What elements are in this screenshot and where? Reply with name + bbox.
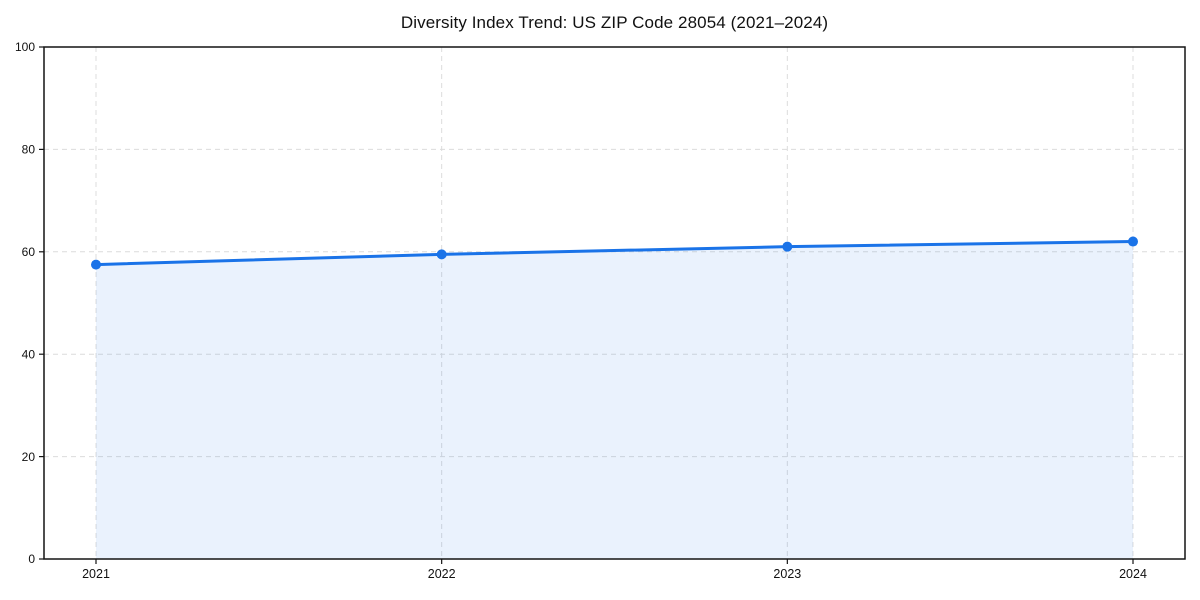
x-tick-label: 2022 [428, 567, 456, 581]
x-tick-label: 2021 [82, 567, 110, 581]
area-fill [96, 241, 1133, 559]
data-point-marker [91, 259, 101, 270]
y-tick-label: 0 [28, 552, 35, 566]
data-point-marker [1128, 236, 1138, 247]
x-tick-label: 2023 [773, 567, 801, 581]
y-tick-label: 20 [22, 450, 36, 464]
trend-line [94, 240, 1135, 267]
chart-title: Diversity Index Trend: US ZIP Code 28054… [400, 13, 829, 32]
y-tick-label: 60 [22, 245, 36, 259]
x-tick-label: 2024 [1119, 567, 1147, 581]
y-tick-label: 80 [22, 143, 36, 157]
plot-border [43, 46, 1186, 560]
y-tick-label: 100 [15, 40, 35, 54]
data-point-marker [436, 249, 447, 260]
data-point-marker [782, 241, 793, 252]
y-tick-label: 40 [22, 347, 36, 361]
